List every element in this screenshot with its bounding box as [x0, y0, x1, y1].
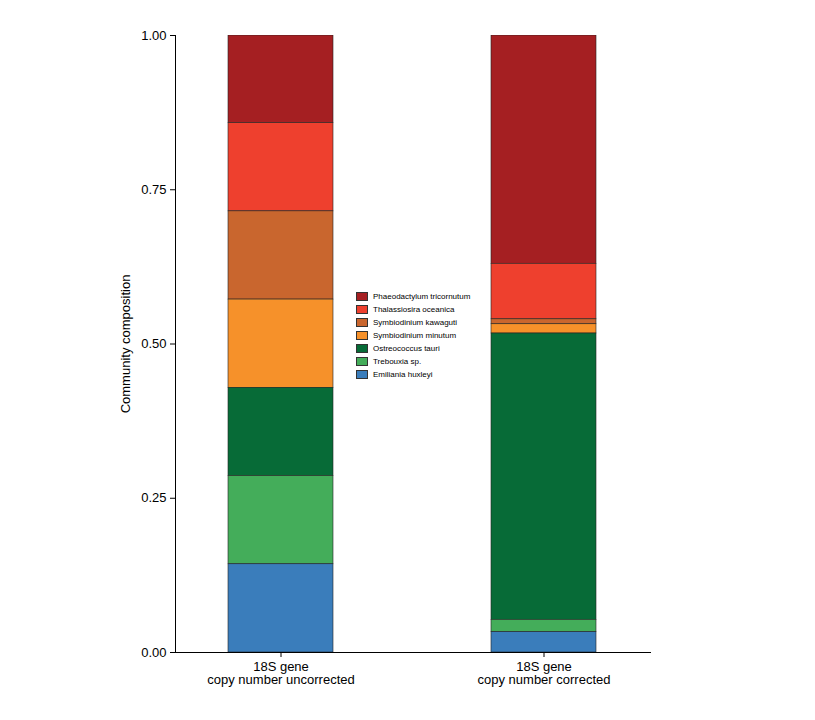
html-text:Emiliania huxleyi: Emiliania huxleyi — [373, 370, 433, 379]
html-text:Symbiodinium kawaguti: Symbiodinium kawaguti — [373, 318, 457, 327]
svg-text:1.00: 1.00 — [141, 28, 166, 43]
svg-text:0.00: 0.00 — [141, 645, 166, 660]
html-text:Trebouxia sp.: Trebouxia sp. — [373, 357, 422, 366]
html-text:Thalassiosira oceanica: Thalassiosira oceanica — [373, 305, 455, 314]
html-text:Phaeodactylum tricornutum: Phaeodactylum tricornutum — [373, 292, 471, 301]
html-text:Ostreococcus tauri: Ostreococcus tauri — [373, 344, 440, 353]
svg-text:0.75: 0.75 — [141, 182, 166, 197]
html-text:Symbiodinium minutum: Symbiodinium minutum — [373, 331, 457, 340]
svg-text:18S genecopy number corrected: 18S genecopy number corrected — [478, 659, 611, 687]
svg-text:0.25: 0.25 — [141, 490, 166, 505]
svg-text:0.50: 0.50 — [141, 336, 166, 351]
svg-text:Community composition: Community composition — [118, 275, 133, 414]
svg-text:18S genecopy number uncorrecte: 18S genecopy number uncorrected — [207, 659, 354, 687]
